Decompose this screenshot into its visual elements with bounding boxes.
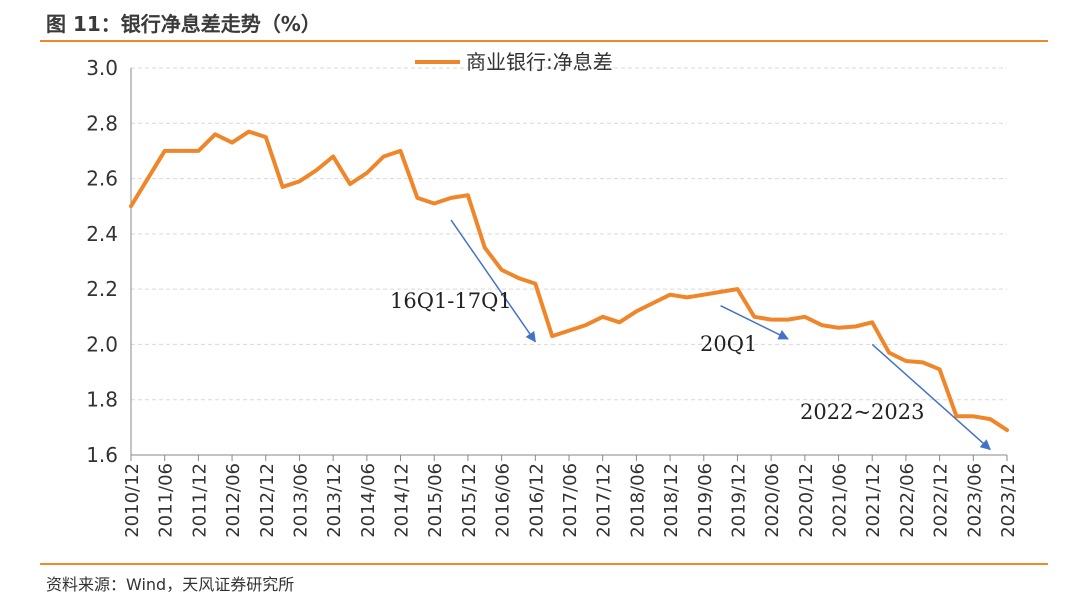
annotation-arrow — [871, 343, 991, 451]
y-tick-labels: 1.6 1.8 2.0 2.2 2.4 2.6 2.8 3.0 — [86, 56, 118, 467]
x-tick-label: 2012/06 — [223, 463, 244, 538]
x-tick-label: 2013/06 — [290, 463, 311, 538]
x-tick-label: 2023/06 — [964, 463, 985, 538]
y-tick-label: 1.8 — [86, 388, 118, 412]
x-tick-label: 2016/06 — [493, 463, 514, 538]
y-tick-label: 2.2 — [86, 277, 118, 301]
x-tick-label: 2011/06 — [156, 463, 177, 538]
x-tick-label: 2020/06 — [762, 463, 783, 538]
axes — [130, 68, 1008, 461]
title-divider — [40, 40, 1048, 42]
annotation-arrow — [720, 305, 789, 340]
x-tick-label: 2020/12 — [796, 463, 817, 538]
x-tick-label: 2010/12 — [122, 463, 143, 538]
x-tick-label: 2018/06 — [627, 463, 648, 538]
legend: 商业银行:净息差 — [415, 50, 613, 74]
x-tick-label: 2022/06 — [897, 463, 918, 538]
y-tick-label: 2.6 — [86, 167, 118, 191]
x-tick-label: 2015/12 — [459, 463, 480, 538]
y-tick-label: 2.4 — [86, 222, 118, 246]
y-tick-label: 1.6 — [86, 443, 118, 467]
x-tick-label: 2019/12 — [728, 463, 749, 538]
y-tick-label: 2.0 — [86, 332, 118, 356]
x-tick-label: 2014/06 — [358, 463, 379, 538]
y-tick-label: 2.8 — [86, 111, 118, 135]
x-tick-label: 2021/06 — [830, 463, 851, 538]
x-tick-label: 2018/12 — [661, 463, 682, 538]
source-note: 资料来源：Wind，天风证券研究所 — [46, 575, 295, 594]
x-tick-label: 2015/06 — [425, 463, 446, 538]
x-tick-label: 2011/12 — [189, 463, 210, 538]
footer-divider — [40, 563, 1048, 565]
x-tick-label: 2016/12 — [526, 463, 547, 538]
annotations: 16Q1-17Q1 20Q1 2022~2023 — [390, 219, 991, 451]
series-line — [129, 129, 1009, 433]
x-tick-label: 2021/12 — [863, 463, 884, 538]
x-tick-label: 2023/12 — [998, 463, 1019, 538]
annotation-label: 16Q1-17Q1 — [390, 289, 512, 313]
x-tick-label: 2014/12 — [392, 463, 413, 538]
x-tick-label: 2017/06 — [560, 463, 581, 538]
x-tick-labels: 2010/12 2011/06 2011/12 2012/06 2012/12 2013/… — [122, 463, 1019, 538]
x-tick-label: 2019/06 — [695, 463, 716, 538]
annotation-label: 2022~2023 — [800, 400, 924, 424]
grid-lines — [131, 67, 1007, 401]
x-tick-label: 2022/12 — [931, 463, 952, 538]
x-tick-label: 2012/12 — [257, 463, 278, 538]
annotation-arrow — [450, 219, 536, 343]
y-tick-label: 3.0 — [86, 56, 118, 80]
x-tick-label: 2013/12 — [324, 463, 345, 538]
chart-title: 图 11：银行净息差走势（%） — [46, 12, 321, 36]
series-layer — [129, 129, 1009, 433]
legend-label: 商业银行:净息差 — [466, 50, 613, 74]
annotation-label: 20Q1 — [700, 332, 757, 356]
x-tick-label: 2017/12 — [594, 463, 615, 538]
